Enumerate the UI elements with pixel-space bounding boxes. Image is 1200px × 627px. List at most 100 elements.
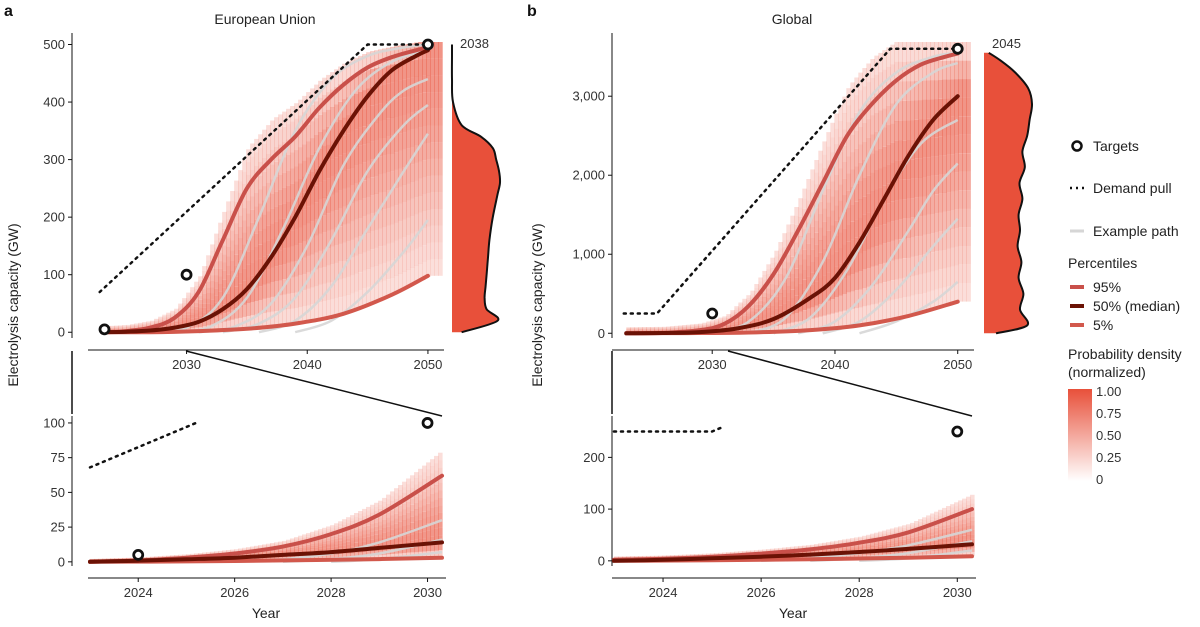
- density-cell: [778, 305, 783, 313]
- density-cell: [402, 509, 407, 515]
- density-cell: [302, 257, 307, 274]
- density-cell: [390, 554, 395, 559]
- density-cell: [650, 328, 655, 329]
- density-cell: [670, 326, 675, 328]
- density-cell: [866, 538, 871, 540]
- density-cell: [430, 142, 435, 159]
- density-cell: [842, 549, 847, 551]
- density-cell: [322, 215, 327, 233]
- density-cell: [842, 178, 847, 196]
- density-cell: [262, 228, 267, 243]
- density-cell: [942, 192, 947, 212]
- density-cell: [286, 548, 291, 551]
- density-cell: [166, 556, 171, 557]
- density-cell: [834, 540, 839, 543]
- density-cell: [374, 502, 379, 507]
- density-cell: [818, 150, 823, 164]
- density-cell: [902, 550, 907, 554]
- density-cell: [342, 135, 347, 154]
- density-cell: [918, 524, 923, 528]
- density-cell: [902, 101, 907, 121]
- density-cell: [386, 279, 391, 298]
- density-cell: [886, 242, 891, 262]
- density-cell: [926, 195, 931, 215]
- density-cell: [342, 519, 347, 523]
- density-cell: [338, 524, 343, 527]
- percentile-50-line: [88, 540, 444, 564]
- density-cell: [850, 308, 855, 327]
- density-cell: [414, 111, 419, 129]
- density-cell: [918, 100, 923, 120]
- density-cell: [418, 110, 423, 128]
- density-cell: [682, 329, 687, 330]
- density-cell: [914, 523, 919, 527]
- density-cell: [274, 543, 279, 545]
- density-cell: [958, 79, 963, 98]
- density-cell: [310, 171, 315, 188]
- density-cell: [618, 557, 623, 558]
- density-cell: [346, 97, 351, 116]
- density-cell: [926, 138, 931, 158]
- density-cell: [898, 526, 903, 529]
- density-cell: [370, 69, 375, 87]
- density-cell: [294, 537, 299, 539]
- density-cell: [894, 259, 899, 280]
- density-cell: [962, 134, 967, 154]
- density-cell: [198, 276, 203, 281]
- density-cell: [122, 328, 127, 330]
- density-cell: [770, 549, 775, 551]
- density-cell: [702, 554, 707, 555]
- density-cell: [318, 131, 323, 149]
- density-cell: [830, 166, 835, 182]
- density-cell: [286, 124, 291, 140]
- density-cell: [198, 291, 203, 296]
- density-cell: [130, 327, 135, 329]
- density-cell: [914, 197, 919, 217]
- density-cell: [394, 488, 399, 494]
- density-cell: [126, 558, 131, 559]
- density-cell: [438, 175, 443, 193]
- density-cell: [222, 254, 227, 263]
- density-cell: [850, 291, 855, 309]
- density-cell: [882, 69, 887, 89]
- density-cell: [754, 301, 759, 305]
- density-cell: [910, 159, 915, 179]
- density-cell: [874, 150, 879, 170]
- density-cell: [342, 533, 347, 537]
- density-cell: [118, 326, 123, 327]
- density-cell: [298, 546, 303, 548]
- demand-pull-line: [622, 47, 959, 315]
- density-cell: [262, 551, 267, 553]
- density-cell: [938, 513, 943, 517]
- density-cell: [630, 328, 635, 330]
- density-cell: [902, 530, 907, 533]
- density-cell: [282, 556, 287, 558]
- density-cell: [850, 538, 855, 540]
- density-cell: [98, 558, 103, 560]
- density-cell: [962, 79, 967, 98]
- density-cell: [190, 312, 195, 316]
- density-cell: [414, 76, 419, 95]
- density-cell: [922, 528, 927, 532]
- density-cell: [386, 503, 391, 509]
- density-cell: [394, 116, 399, 135]
- density-cell: [406, 61, 411, 79]
- density-cell: [958, 283, 963, 302]
- density-cell: [330, 542, 335, 545]
- density-cell: [802, 545, 807, 547]
- density-cell: [966, 530, 971, 536]
- density-cell: [890, 280, 895, 300]
- density-cell: [230, 299, 235, 310]
- density-cell: [654, 327, 659, 328]
- density-cell: [214, 275, 219, 282]
- density-cell: [230, 200, 235, 211]
- density-cell: [222, 211, 227, 221]
- density-cell: [914, 544, 919, 548]
- density-cell: [162, 556, 167, 558]
- density-cell: [770, 289, 775, 295]
- y-tick-label: 25: [51, 520, 65, 535]
- density-cell: [366, 232, 371, 251]
- density-cell: [306, 542, 311, 545]
- density-cell: [434, 499, 439, 507]
- density-cell: [390, 525, 395, 530]
